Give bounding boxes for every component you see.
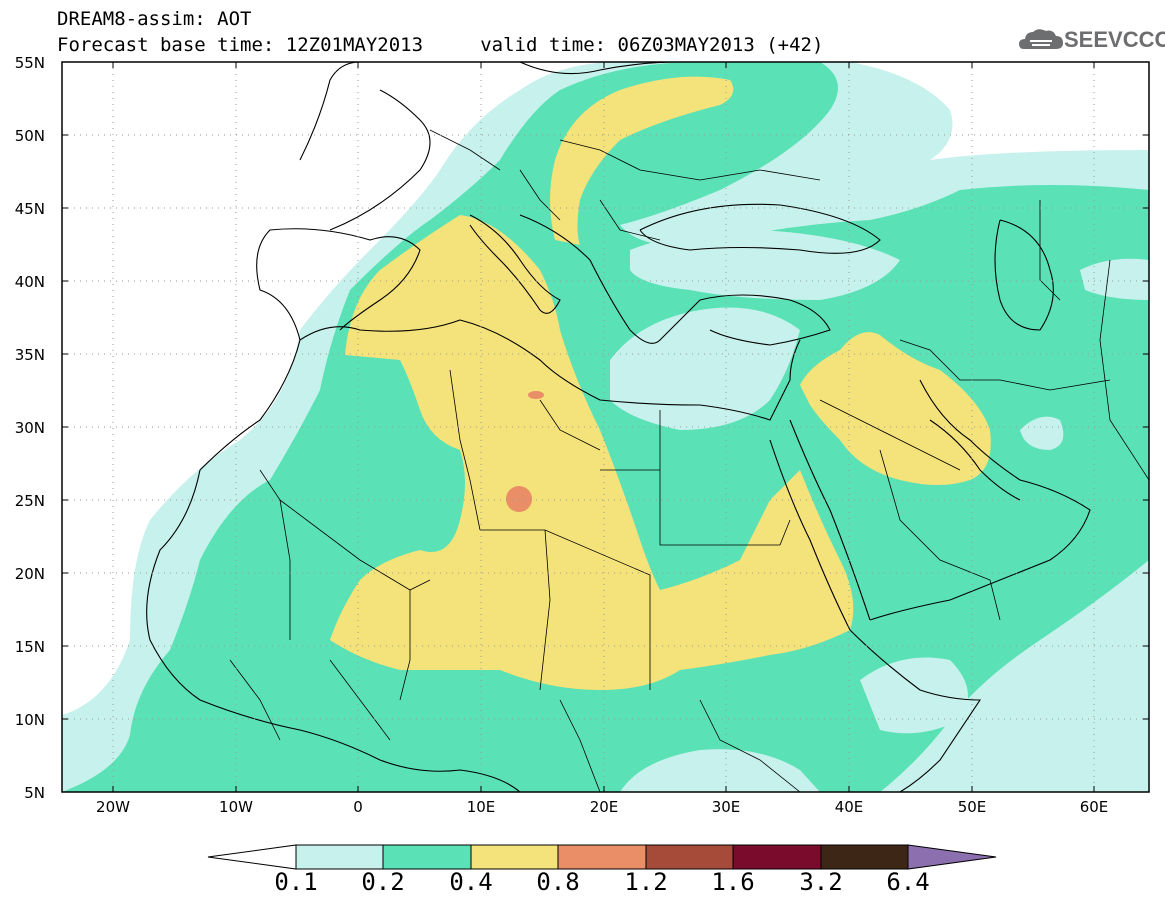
lon-label: 30E — [712, 798, 741, 816]
colorbar-label: 1.2 — [624, 868, 668, 896]
colorbar-swatch — [295, 844, 384, 870]
lat-label: 45N — [15, 200, 45, 218]
colorbar-label: 0.8 — [536, 868, 580, 896]
lat-label: 35N — [15, 346, 45, 364]
colorbar-swatch — [470, 844, 559, 870]
tick-marks — [62, 61, 1149, 793]
colorbar-swatch — [557, 844, 647, 870]
coast-caspian — [994, 219, 1054, 331]
aot-hole-anatolia — [630, 230, 900, 300]
lon-label: 10E — [467, 798, 496, 816]
aot-hotspot-libya — [506, 486, 532, 512]
coast-red-sea — [769, 419, 871, 631]
coastlines — [146, 62, 1091, 792]
coast-arabia — [869, 379, 1091, 621]
lon-label: 20W — [96, 798, 130, 816]
colorbar-swatch — [820, 844, 909, 870]
aot-level-0-2 — [62, 62, 1149, 792]
lon-label: 10W — [219, 798, 253, 816]
coast-north-africa — [199, 319, 801, 471]
aot-hole-caspian — [1080, 258, 1149, 300]
forecast-time-line: Forecast base time: 12Z01MAY2013 valid t… — [57, 34, 824, 56]
lon-label: 60E — [1080, 798, 1109, 816]
lat-label: 30N — [15, 419, 45, 437]
coast-west-africa — [146, 469, 521, 792]
lat-label: 55N — [15, 54, 45, 72]
coast-iberia — [256, 228, 421, 341]
colorbar-low-arrow — [207, 844, 297, 870]
colorbar-high-arrow — [907, 844, 997, 870]
lon-label: 0 — [353, 798, 363, 816]
colorbar-label: 0.2 — [361, 868, 405, 896]
colorbar — [207, 844, 997, 870]
colorbar-swatch — [645, 844, 734, 870]
lat-label: 5N — [24, 784, 45, 802]
aot-level-0-4-arabia — [800, 332, 991, 485]
colorbar-label: 1.6 — [711, 868, 755, 896]
colorbar-label: 3.2 — [799, 868, 843, 896]
lat-label: 50N — [15, 127, 45, 145]
aot-hotspot-libya-north — [528, 391, 544, 399]
lat-labels: 5N 10N 15N 20N 25N 30N 35N 40N 45N 50N 5… — [15, 54, 45, 802]
coast-france-uk — [299, 62, 431, 231]
lon-labels: 20W 10W 0 10E 20E 30E 40E 50E 60E — [96, 798, 1108, 816]
colorbar-label: 6.4 — [886, 868, 930, 896]
coast-balkans-greece — [519, 214, 701, 344]
lat-label: 40N — [15, 273, 45, 291]
coast-horn-africa — [849, 629, 982, 792]
aot-level-0-4-europe — [550, 76, 734, 246]
lon-label: 40E — [835, 798, 864, 816]
colorbar-swatch — [732, 844, 822, 870]
coast-turkey — [699, 294, 831, 346]
lat-label: 15N — [15, 638, 45, 656]
cloud-icon — [1019, 29, 1063, 49]
country-borders — [229, 129, 1149, 792]
lat-label: 10N — [15, 711, 45, 729]
lon-label: 20E — [590, 798, 619, 816]
aot-contours — [62, 62, 1149, 792]
colorbar-label: 0.4 — [449, 868, 493, 896]
colorbar-swatch — [382, 844, 472, 870]
coast-baltic — [519, 62, 681, 75]
coast-italy — [469, 214, 561, 314]
lon-label: 50E — [958, 798, 987, 816]
aot-level-0-4-sahara — [330, 215, 854, 690]
lat-label: 25N — [15, 492, 45, 510]
aot-hole-east-med — [610, 307, 800, 430]
aot-hole-arabia — [1020, 416, 1064, 450]
lat-label: 20N — [15, 565, 45, 583]
aot-hole-africa-south — [620, 749, 820, 792]
coast-persian-gulf — [929, 419, 1021, 501]
coast-black-sea — [639, 203, 881, 254]
aot-hole-ethiopia — [860, 657, 968, 734]
map-title: DREAM8-assim: AOT — [57, 8, 252, 30]
colorbar-label: 0.1 — [274, 868, 318, 896]
logo-text: SEEVCCC — [1064, 27, 1165, 52]
